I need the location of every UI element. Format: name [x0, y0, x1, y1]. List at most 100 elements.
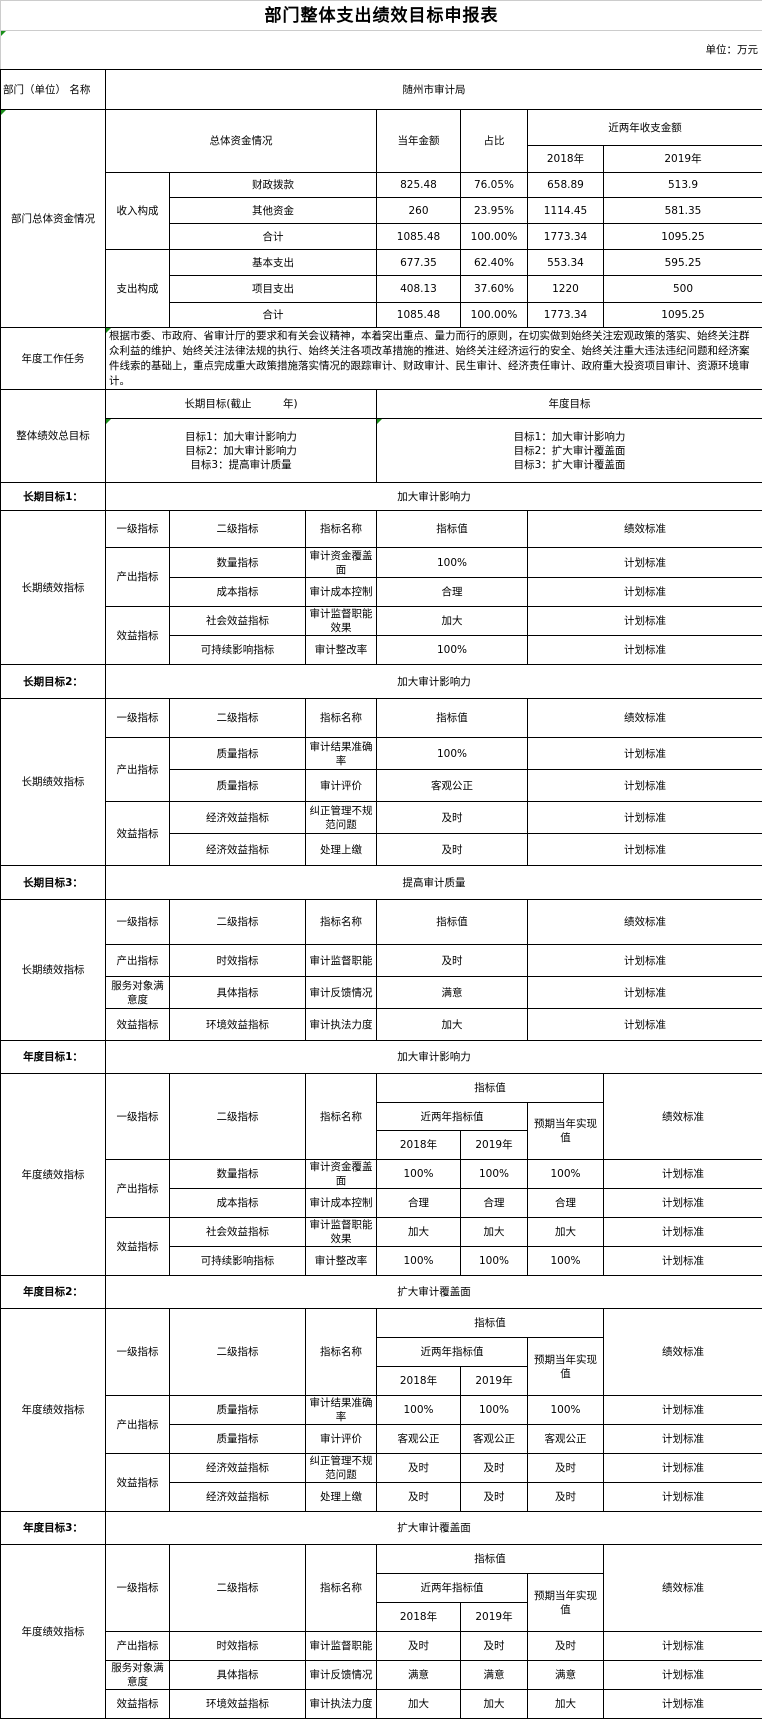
table-row: 产出指标 数量指标 审计资金覆盖面 100% 计划标准 [1, 547, 762, 607]
indicator-name: 审计执法力度 [305, 1689, 377, 1719]
indicator-2018-value: 100% [376, 1246, 461, 1276]
indicator-expected-value: 100% [527, 1395, 604, 1425]
header-indicator-value: 指标值 [376, 1544, 604, 1574]
indicator-standard: 计划标准 [527, 737, 762, 770]
fund-2018-amount: 658.89 [527, 172, 604, 198]
header-standard: 绩效标准 [603, 1308, 762, 1396]
table-row: 长期目标3： 提高审计质量 [0, 865, 762, 900]
indicator-name: 审计反馈情况 [305, 976, 377, 1009]
indicator-level2: 经济效益指标 [169, 833, 306, 866]
table-row: 2018年 2019年 [1, 145, 762, 173]
table-row: 产出指标 时效指标 审计监督职能 及时 及时 及时 计划标准 [1, 1631, 762, 1661]
indicator-2018-value: 100% [376, 1395, 461, 1425]
indicator-level1: 效益指标 [105, 606, 170, 665]
indicator-value: 合理 [376, 577, 528, 607]
indicator-2018-value: 合理 [376, 1188, 461, 1218]
indicator-standard: 计划标准 [603, 1395, 762, 1425]
table-row: 年度绩效指标 一级指标 二级指标 指标名称 指标值 绩效标准 [0, 1073, 762, 1276]
fund-ratio: 100.00% [460, 302, 528, 328]
fund-current-amount: 825.48 [376, 172, 461, 198]
indicator-2018-value: 及时 [376, 1453, 461, 1483]
indicator-expected-value: 100% [527, 1246, 604, 1276]
header-2018: 2018年 [527, 145, 604, 173]
table-row: 质量指标 审计评价 客观公正 客观公正 客观公正 计划标准 [1, 1424, 762, 1454]
fund-item-name: 财政拨款 [169, 172, 377, 198]
header-2019: 2019年 [460, 1130, 528, 1160]
indicator-2018-value: 及时 [376, 1482, 461, 1512]
indicator-level2: 质量指标 [169, 737, 306, 770]
header-indicator-value: 指标值 [376, 1308, 604, 1338]
table-row: 长期绩效指标 一级指标 二级指标 指标名称 指标值 绩效标准 [0, 510, 762, 665]
indicator-value: 及时 [376, 833, 528, 866]
header-indicator-value: 指标值 [376, 510, 528, 548]
fund-group-label: 收入构成 [105, 172, 170, 250]
indicator-name: 纠正管理不规范问题 [305, 1453, 377, 1483]
annual-indicators-label: 年度绩效指标 [0, 1544, 106, 1719]
indicator-2019-value: 加大 [460, 1217, 528, 1247]
table-row: 效益指标 社会效益指标 审计监督职能效果 加大 计划标准 [1, 606, 762, 665]
header-2019: 2019年 [460, 1366, 528, 1396]
long-term-indicators-label: 长期绩效指标 [0, 510, 106, 665]
header-level1: 一级指标 [105, 1308, 170, 1396]
indicator-standard: 计划标准 [603, 1159, 762, 1189]
table-row: 年度目标1： 加大审计影响力 [0, 1040, 762, 1074]
table-row: 收入构成 财政拨款 825.48 76.05% 658.89 513.9 [1, 172, 762, 250]
indicator-name: 审计资金覆盖面 [305, 547, 377, 578]
annual-task-label: 年度工作任务 [0, 327, 106, 390]
header-standard: 绩效标准 [603, 1073, 762, 1160]
fund-current-amount: 1085.48 [376, 302, 461, 328]
goal-item: 目标3：提高审计质量 [190, 458, 292, 471]
indicator-level2: 质量指标 [169, 1395, 306, 1425]
indicator-level2: 环境效益指标 [169, 1008, 306, 1041]
header-indicator-name: 指标名称 [305, 899, 377, 945]
table-row: 年度目标2： 扩大审计覆盖面 [0, 1275, 762, 1309]
annual-goal-title: 扩大审计覆盖面 [105, 1511, 762, 1545]
header-level1: 一级指标 [105, 1073, 170, 1160]
header-2019: 2019年 [460, 1602, 528, 1632]
indicator-level1: 产出指标 [105, 547, 170, 607]
table-row: 2018年 2019年 [1, 1130, 762, 1160]
indicator-level2: 质量指标 [169, 769, 306, 802]
header-expected-value: 预期当年实现值 [527, 1337, 604, 1396]
indicator-level1: 效益指标 [105, 1008, 170, 1041]
indicator-value: 100% [376, 737, 528, 770]
indicator-level2: 经济效益指标 [169, 1482, 306, 1512]
indicator-name: 审计执法力度 [305, 1008, 377, 1041]
annual-goal-title: 扩大审计覆盖面 [105, 1275, 762, 1309]
indicator-name: 审计监督职能效果 [305, 1217, 377, 1247]
header-level2: 二级指标 [169, 510, 306, 548]
indicator-name: 审计评价 [305, 1424, 377, 1454]
table-row: 项目支出 408.13 37.60% 1220 500 [1, 275, 762, 303]
indicator-expected-value: 合理 [527, 1188, 604, 1218]
indicator-level2: 可持续影响指标 [169, 635, 306, 665]
fund-item-name: 合计 [169, 302, 377, 328]
fund-current-amount: 1085.48 [376, 223, 461, 250]
indicator-level1: 产出指标 [105, 1159, 170, 1218]
indicator-2018-value: 客观公正 [376, 1424, 461, 1454]
long-term-goals-list: 目标1：加大审计影响力 目标2：加大审计影响力 目标3：提高审计质量 [105, 418, 377, 483]
table-row: 年度绩效指标 一级指标 二级指标 指标名称 指标值 绩效标准 [0, 1544, 762, 1719]
header-standard: 绩效标准 [527, 698, 762, 738]
indicator-name: 审计整改率 [305, 635, 377, 665]
indicator-2019-value: 合理 [460, 1188, 528, 1218]
indicator-value: 客观公正 [376, 769, 528, 802]
indicator-level2: 数量指标 [169, 547, 306, 578]
fund-2019-amount: 513.9 [603, 172, 762, 198]
table-row: 成本指标 审计成本控制 合理 计划标准 [1, 577, 762, 607]
header-current-amount: 当年金额 [376, 109, 461, 173]
indicator-level2: 时效指标 [169, 944, 306, 977]
table-row: 质量指标 审计评价 客观公正 计划标准 [1, 769, 762, 802]
indicator-expected-value: 加大 [527, 1217, 604, 1247]
indicator-level2: 可持续影响指标 [169, 1246, 306, 1276]
fund-2019-amount: 595.25 [603, 249, 762, 276]
long-term-goal-label: 长期目标1： [0, 482, 106, 511]
goal-item: 目标1：加大审计影响力 [513, 430, 626, 443]
header-2018: 2018年 [376, 1130, 461, 1160]
header-indicator-name: 指标名称 [305, 1544, 377, 1632]
annual-goals-header: 年度目标 [376, 389, 762, 419]
table-row: 整体绩效总目标 长期目标(截止 年) 年度目标 [0, 389, 762, 483]
indicator-name: 审计成本控制 [305, 1188, 377, 1218]
table-row: 效益指标 经济效益指标 纠正管理不规范问题 及时 及时 及时 计划标准 [1, 1453, 762, 1512]
long-term-goal-label: 长期目标3： [0, 865, 106, 900]
